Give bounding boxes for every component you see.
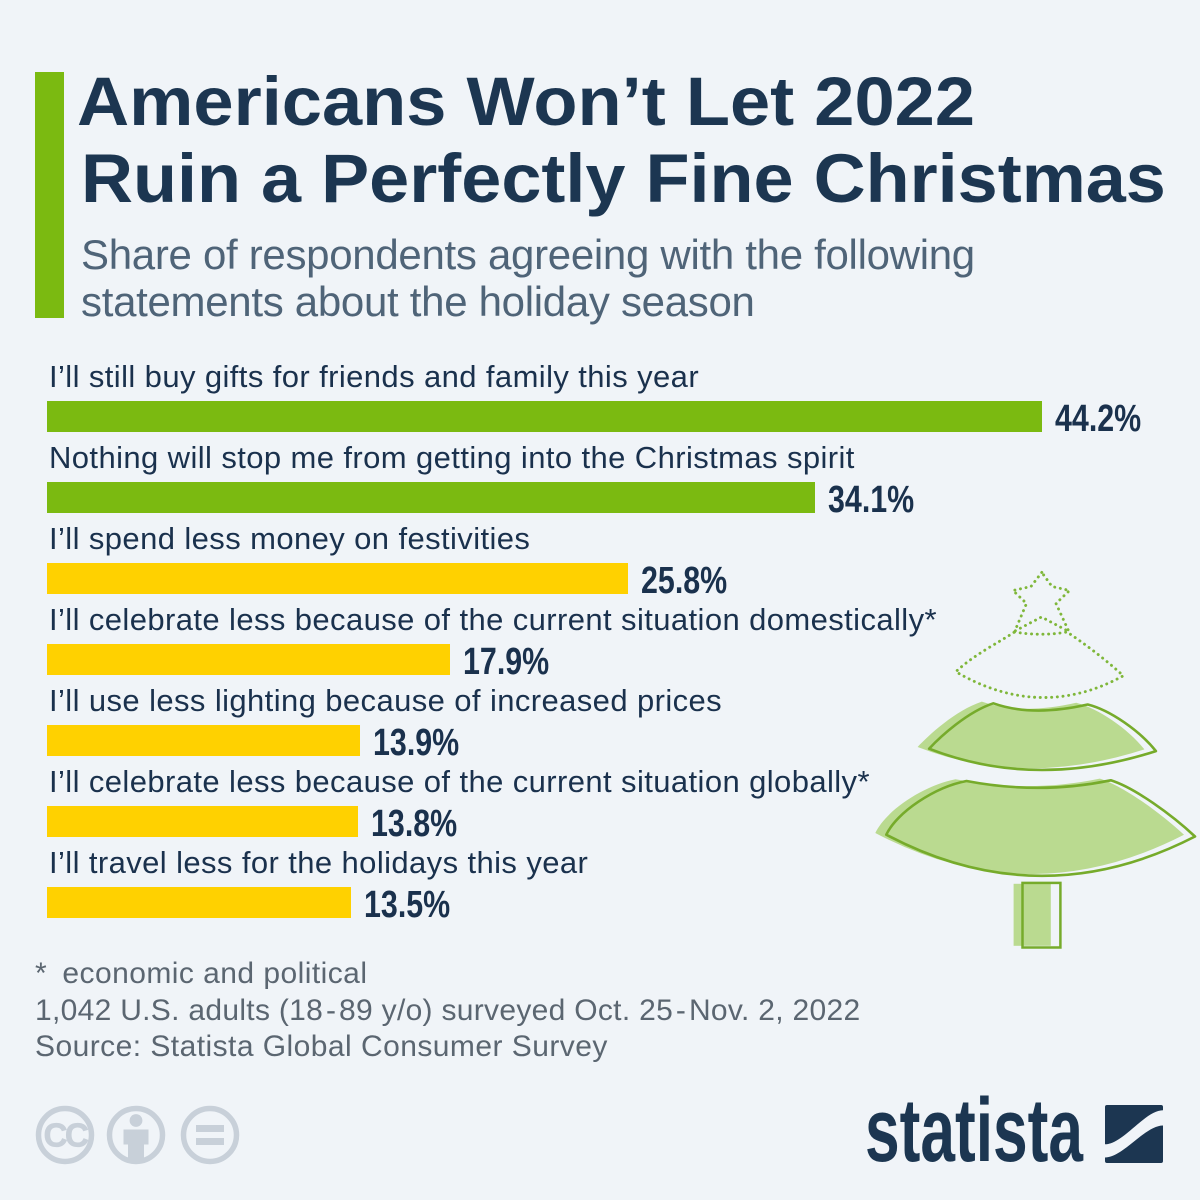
svg-text:statista: statista <box>865 1081 1084 1180</box>
svg-text:CC: CC <box>44 1117 88 1154</box>
